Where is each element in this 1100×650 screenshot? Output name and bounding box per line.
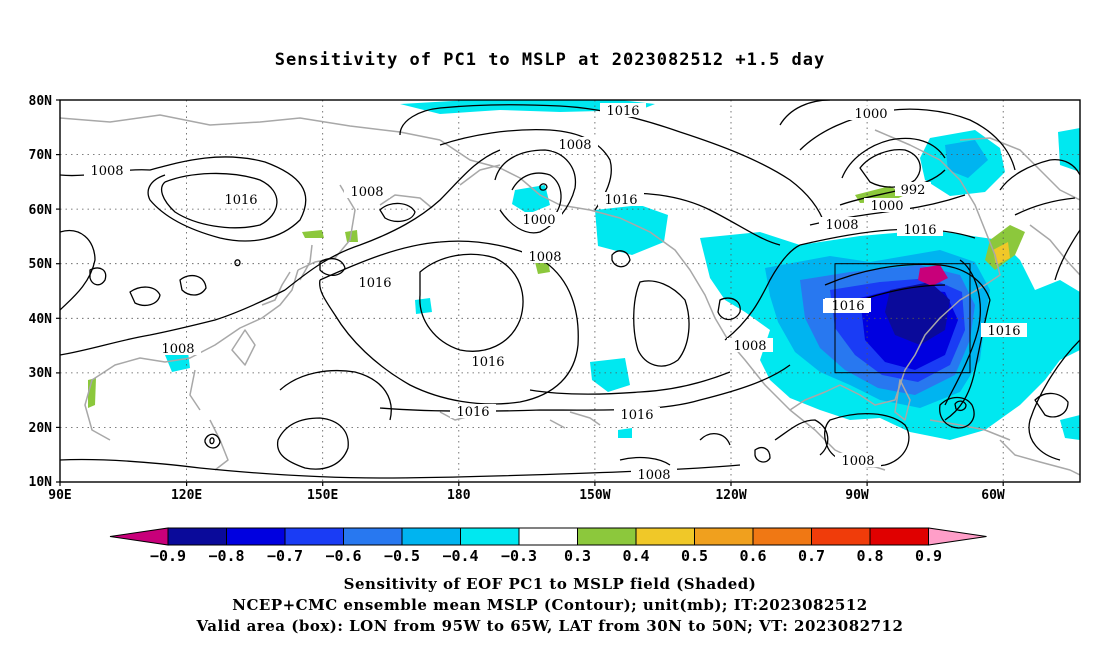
contour-label: 1016 (903, 223, 936, 238)
colorbar-swatch (752, 527, 812, 546)
plot-frame (59, 99, 1081, 483)
valid-area-box (834, 263, 971, 374)
colorbar-swatch (811, 527, 871, 546)
colorbar-swatch (284, 527, 344, 546)
colorbar-tick-label: 0.7 (798, 547, 825, 565)
colorbar-tick-label: 0.3 (564, 547, 591, 565)
caption-line-3: Valid area (box): LON from 95W to 65W, L… (196, 617, 904, 635)
lon-label: 120W (715, 488, 746, 503)
colorbar-max-arrow (928, 527, 987, 546)
caption-block: Sensitivity of EOF PC1 to MSLP field (Sh… (0, 574, 1100, 637)
contour-label: 1008 (841, 454, 874, 469)
contour-label: 1016 (224, 193, 257, 208)
contour-label: 992 (901, 183, 926, 198)
colorbar-tick-label: 0.6 (739, 547, 766, 565)
colorbar-tick-label: 0.8 (856, 547, 883, 565)
contour-label: 1008 (637, 468, 670, 483)
lat-label: 50N (29, 257, 53, 272)
contour-label: 1008 (528, 250, 561, 265)
lon-label: 90E (48, 488, 71, 503)
lat-label: 60N (29, 203, 53, 218)
longitude-labels: 90E 120E 150E 180 150W 120W 90W 60W (48, 488, 1005, 503)
colorbar-tick-label: −0.4 (442, 547, 478, 565)
colorbar-swatch (167, 527, 227, 546)
contour-label: 1016 (471, 355, 504, 370)
axis-ticks (56, 99, 1004, 486)
colorbar-tick-label: 0.4 (622, 547, 649, 565)
lon-label: 90W (845, 488, 869, 503)
caption-line-2: NCEP+CMC ensemble mean MSLP (Contour); u… (232, 596, 868, 614)
colorbar-tick-label: −0.6 (325, 547, 361, 565)
contour-label: 1008 (733, 339, 766, 354)
contour-label: 1016 (987, 324, 1020, 339)
lon-label: 180 (447, 488, 471, 503)
contour-label: 1008 (350, 185, 383, 200)
colorbar-swatch (577, 527, 637, 546)
colorbar-swatch (460, 527, 520, 546)
contour-label: 1016 (606, 104, 639, 119)
lat-label: 30N (29, 366, 53, 381)
colorbar-swatch (226, 527, 286, 546)
contour-label: 1016 (831, 299, 864, 314)
colorbar-tick-label: −0.3 (501, 547, 537, 565)
lon-label: 150E (307, 488, 338, 503)
colorbar (109, 527, 987, 546)
colorbar-tick-label: 0.9 (915, 547, 942, 565)
contour-label: 1008 (90, 164, 123, 179)
colorbar-tick-label: −0.7 (267, 547, 303, 565)
colorbar-min-arrow (109, 527, 169, 546)
lat-label: 20N (29, 421, 53, 436)
lon-label: 150W (579, 488, 610, 503)
shaded-sensitivity (88, 100, 1080, 440)
contour-labels: 1016 1008 1008 1016 1008 1016 1000 1008 … (84, 103, 1027, 483)
colorbar-swatch (635, 527, 695, 546)
lat-label: 10N (29, 475, 53, 490)
contour-label: 1008 (161, 342, 194, 357)
lat-label: 70N (29, 148, 53, 163)
latitude-labels: 80N 70N 60N 50N 40N 30N 20N 10N (29, 94, 53, 490)
map-title: Sensitivity of PC1 to MSLP at 2023082512… (274, 50, 826, 70)
colorbar-tick-label: −0.8 (208, 547, 244, 565)
caption-line-1: Sensitivity of EOF PC1 to MSLP field (Sh… (343, 575, 757, 593)
contour-label: 1016 (604, 193, 637, 208)
coastlines (60, 114, 1080, 476)
contour-label: 1016 (620, 408, 653, 423)
contour-label: 1000 (522, 213, 555, 228)
lon-label: 120E (171, 488, 202, 503)
contour-label: 1000 (854, 107, 887, 122)
colorbar-swatch (343, 527, 403, 546)
colorbar-swatch (401, 527, 461, 546)
lat-label: 80N (29, 94, 53, 109)
colorbar-tick-label: 0.5 (681, 547, 708, 565)
contour-label: 1016 (456, 405, 489, 420)
colorbar-swatch (694, 527, 754, 546)
lon-label: 60W (981, 488, 1005, 503)
colorbar-swatch (869, 527, 929, 546)
colorbar-tick-label: −0.5 (384, 547, 420, 565)
contour-label: 1008 (825, 218, 858, 233)
contour-label: 1016 (358, 276, 391, 291)
lat-label: 40N (29, 312, 53, 327)
colorbar-tick-label: −0.9 (150, 547, 186, 565)
contour-label: 1000 (870, 199, 903, 214)
contour-label: 1008 (558, 138, 591, 153)
colorbar-swatch (518, 527, 578, 546)
colorbar-tick-labels: −0.9 −0.8 −0.7 −0.6 −0.5 −0.4 −0.3 0.3 0.4 0.5 0.6… (150, 547, 942, 565)
